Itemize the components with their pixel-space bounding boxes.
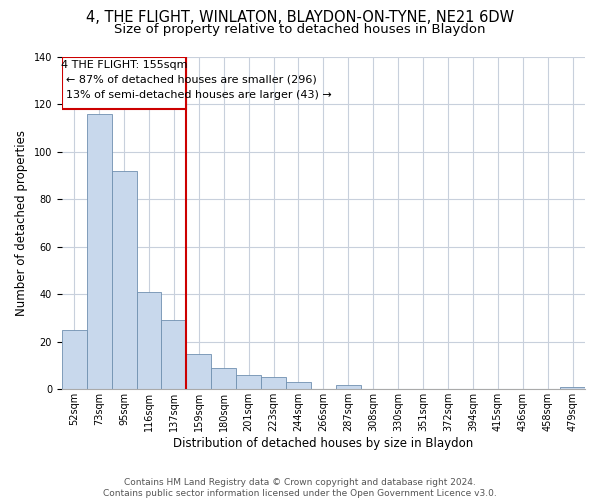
Text: Size of property relative to detached houses in Blaydon: Size of property relative to detached ho… [114, 22, 486, 36]
Text: 4 THE FLIGHT: 155sqm: 4 THE FLIGHT: 155sqm [61, 60, 187, 70]
Bar [187, 354, 211, 390]
Text: ← 87% of detached houses are smaller (296): ← 87% of detached houses are smaller (29… [65, 74, 316, 85]
Bar [211, 368, 236, 390]
Bar [261, 378, 286, 390]
Bar [236, 375, 261, 390]
Bar [62, 330, 86, 390]
Text: 4, THE FLIGHT, WINLATON, BLAYDON-ON-TYNE, NE21 6DW: 4, THE FLIGHT, WINLATON, BLAYDON-ON-TYNE… [86, 10, 514, 25]
Y-axis label: Number of detached properties: Number of detached properties [15, 130, 28, 316]
X-axis label: Distribution of detached houses by size in Blaydon: Distribution of detached houses by size … [173, 437, 473, 450]
Text: 13% of semi-detached houses are larger (43) →: 13% of semi-detached houses are larger (… [65, 90, 331, 100]
Bar [62, 56, 187, 109]
Bar [286, 382, 311, 390]
Bar [86, 114, 112, 390]
Bar [560, 387, 585, 390]
Bar [161, 320, 187, 390]
Bar [137, 292, 161, 390]
Bar [336, 384, 361, 390]
Bar [112, 170, 137, 390]
Text: Contains HM Land Registry data © Crown copyright and database right 2024.
Contai: Contains HM Land Registry data © Crown c… [103, 478, 497, 498]
